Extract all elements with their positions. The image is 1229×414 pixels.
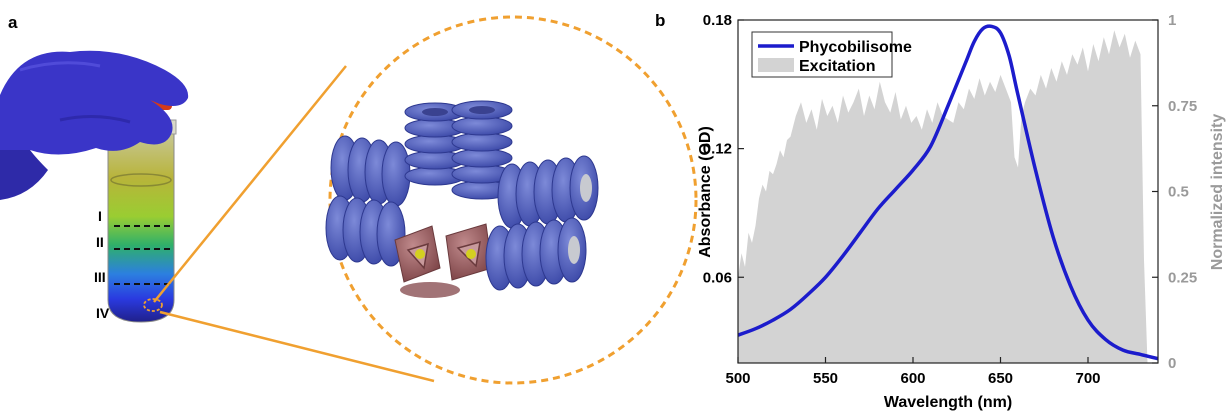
series-excitation-area [738,30,1148,363]
x-axis-title: Wavelength (nm) [884,394,1012,411]
x-tick-label: 650 [988,370,1013,387]
y2-tick-label: 0.25 [1168,269,1197,286]
y-tick-label: 0.18 [703,12,732,29]
y-tick-label: 0.06 [703,269,732,286]
legend: Phycobilisome Excitation [751,31,912,78]
y2-tick-label: 0 [1168,355,1176,372]
legend-label-phycobilisome: Phycobilisome [799,39,912,56]
y-axis-title: Absorbance (OD) [697,126,714,258]
x-tick-label: 600 [900,370,925,387]
legend-label-excitation: Excitation [799,58,875,75]
absorbance-chart: 500 550 600 650 700 0.06 0.12 0.18 0 0.25 0.5 0.75 1… [697,12,1226,411]
panel-a-label: a [8,13,18,32]
series-phycobilisome-line [738,24,1158,361]
magnification-circle [328,15,698,385]
band-label-iv: IV [96,305,110,321]
band-label-i: I [98,208,102,224]
x-tick-label: 550 [813,370,838,387]
gloved-hand-icon [0,50,189,200]
x-tick-label: 500 [725,370,750,387]
panel-b-label: b [655,11,665,30]
legend-swatch-excitation [758,58,794,72]
y2-tick-label: 1 [1168,12,1176,29]
y2-tick-label: 0.5 [1168,184,1189,201]
x-tick-label: 700 [1075,370,1100,387]
callout-line-top [153,65,347,303]
y2-axis-title: Normalized intensity [1209,114,1226,271]
phycobilisome-model-icon [325,100,599,298]
y2-tick-label: 0.75 [1168,98,1197,115]
callout-line-bottom [159,310,435,383]
band-label-iii: III [94,269,106,285]
y-tick-label: 0.12 [703,141,732,158]
band-label-ii: II [96,234,104,250]
